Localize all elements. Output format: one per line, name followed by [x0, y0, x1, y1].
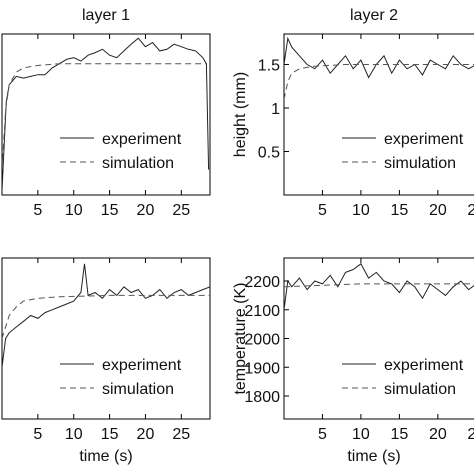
legend-label: experiment [102, 131, 182, 148]
y-tick-label: 2100 [244, 303, 280, 320]
axes-frame [1, 33, 211, 196]
x-tick-label: 25 [172, 426, 190, 443]
legend-label: experiment [384, 131, 464, 148]
x-tick-label: 15 [101, 426, 119, 443]
legend-label: simulation [384, 381, 456, 398]
axes-frame [283, 33, 474, 196]
x-axis-label: time (s) [79, 448, 132, 465]
y-tick-label: 1 [271, 101, 280, 118]
series-line-simulation [284, 283, 474, 288]
panel-1: layer 1 5 10 15 20 25 experiment simulation [1, 7, 211, 219]
x-axis-label: time (s) [347, 448, 400, 465]
series-line-experiment [2, 37, 210, 191]
y-axis-label: height (mm) [232, 72, 249, 157]
x-tick-label: 5 [318, 426, 327, 443]
x-tick-label: 10 [352, 426, 370, 443]
x-tick-label: 15 [390, 426, 408, 443]
chart-title: layer 2 [350, 7, 398, 24]
x-tick-label: 25 [467, 426, 474, 443]
y-tick-label: 0.5 [258, 144, 280, 161]
x-tick-label: 5 [33, 202, 42, 219]
legend-label: experiment [384, 357, 464, 374]
x-tick-label: 20 [429, 426, 447, 443]
x-tick-label: 10 [352, 202, 370, 219]
x-tick-label: 15 [390, 202, 408, 219]
x-tick-label: 20 [429, 202, 447, 219]
series-line-experiment [284, 263, 474, 310]
x-tick-label: 10 [65, 426, 83, 443]
series-group [2, 263, 210, 368]
y-tick-label: 1.5 [258, 57, 280, 74]
series-line-simulation [2, 63, 207, 170]
x-tick-label: 20 [137, 202, 155, 219]
panel-4: 5 10 15 20 25 1800 1900 2000 2100 2200 time (s) tem… [232, 257, 474, 465]
y-axis-label: temperature (K) [232, 282, 249, 394]
panel-2: layer 2 5 10 15 20 25 0.5 1 1.5 height (mm) experi… [232, 7, 474, 219]
series-line-simulation [284, 64, 474, 100]
series-group [2, 37, 210, 191]
legend-label: simulation [102, 381, 174, 398]
series-group [284, 36, 474, 100]
x-tick-label: 20 [137, 426, 155, 443]
y-tick-label: 2200 [244, 274, 280, 291]
y-tick-label: 1800 [244, 389, 280, 406]
y-tick-label: 2000 [244, 332, 280, 349]
y-tick-label: 1900 [244, 360, 280, 377]
x-tick-label: 5 [33, 426, 42, 443]
series-line-simulation [2, 294, 210, 339]
legend-label: simulation [384, 155, 456, 172]
x-tick-label: 10 [65, 202, 83, 219]
panel-3: 5 10 15 20 25 time (s) experiment simulation [1, 257, 211, 465]
chart-title: layer 1 [82, 7, 130, 24]
legend-label: simulation [102, 155, 174, 172]
x-tick-label: 25 [467, 202, 474, 219]
x-tick-label: 15 [101, 202, 119, 219]
legend-label: experiment [102, 357, 182, 374]
x-tick-label: 5 [318, 202, 327, 219]
series-line-experiment [2, 263, 210, 368]
x-tick-label: 25 [172, 202, 190, 219]
series-group [284, 263, 474, 310]
series-line-experiment [284, 36, 474, 79]
